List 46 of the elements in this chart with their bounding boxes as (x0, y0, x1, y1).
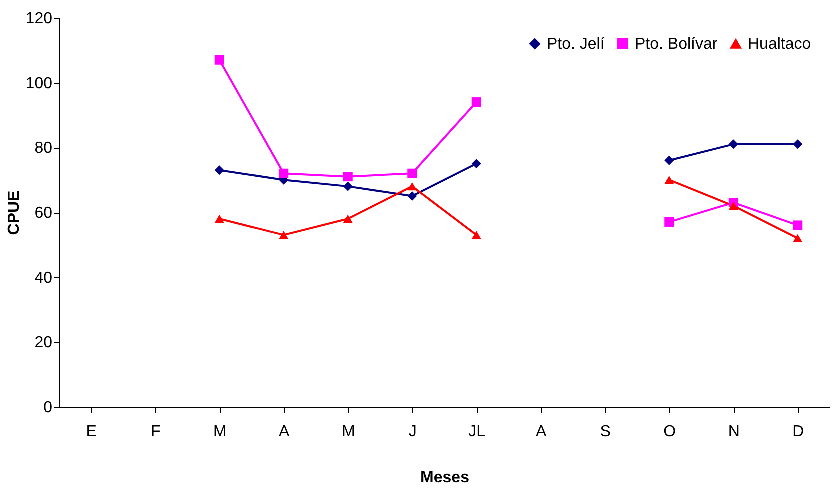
point (793, 140, 803, 150)
point (343, 172, 353, 182)
y-tick-label: 100 (26, 75, 53, 92)
y-tick-label: 0 (44, 400, 53, 416)
x-tick-label: J (408, 424, 417, 440)
x-tick-label: M (213, 424, 227, 440)
point (343, 214, 353, 224)
x-tick-label: JL (468, 424, 486, 440)
x-tick-label: F (150, 424, 161, 440)
point (408, 168, 418, 178)
point (214, 166, 224, 176)
point (408, 192, 418, 202)
point (472, 231, 482, 240)
legend-label: Pto. Jelí (547, 36, 606, 53)
point (408, 182, 418, 191)
legend-label: Pto. Bolívar (635, 36, 718, 53)
point (793, 234, 803, 243)
point (343, 182, 353, 192)
point (472, 159, 482, 169)
point (279, 168, 289, 178)
point (793, 220, 803, 230)
point (279, 231, 289, 240)
x-tick-label: E (86, 424, 97, 440)
legend-label: Hualtaco (748, 36, 812, 53)
point (214, 214, 224, 224)
y-tick-label: 20 (34, 334, 53, 352)
point (728, 202, 738, 210)
x-tick-label: D (792, 424, 804, 440)
x-tick-label: O (664, 424, 676, 440)
x-tick-label: S (600, 424, 611, 440)
point (664, 156, 674, 166)
point (214, 55, 224, 65)
point (472, 98, 482, 108)
x-axis-title: Meses (420, 470, 470, 486)
x-tick-label: A (536, 424, 548, 440)
point (664, 176, 674, 184)
y-axis-title: CPUE (6, 190, 23, 236)
x-tick-label: A (279, 424, 290, 440)
y-tick-label: 80 (34, 140, 53, 158)
x-tick-label: M (342, 424, 356, 440)
point (664, 217, 674, 227)
y-tick-label: 40 (34, 270, 53, 287)
x-tick-label: N (728, 424, 740, 440)
y-tick-label: 60 (34, 205, 53, 222)
y-tick-label: 120 (26, 10, 53, 28)
point (728, 140, 738, 150)
